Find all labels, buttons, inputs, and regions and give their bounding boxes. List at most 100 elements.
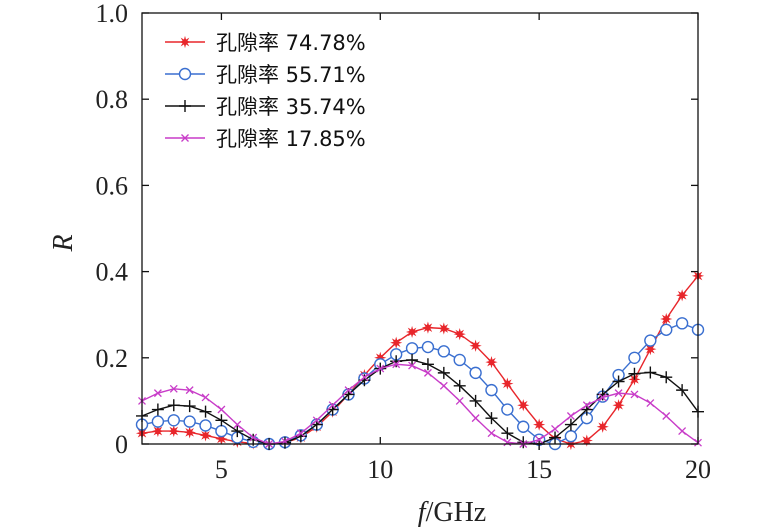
legend-item: 孔隙率 35.74% [165, 95, 366, 119]
data-point-x [662, 412, 671, 420]
data-point-plus [294, 430, 307, 443]
series-line [141, 275, 699, 445]
data-point-x [614, 389, 623, 398]
x-tick-label: 5 [215, 455, 228, 484]
data-point-x [201, 393, 210, 402]
data-point-circle [660, 323, 673, 336]
data-point-plus [151, 403, 164, 416]
data-point-star [580, 434, 593, 447]
data-point-plus [199, 405, 212, 418]
data-point-plus [167, 399, 180, 412]
legend-item: 孔隙率 17.85% [165, 127, 366, 151]
data-point-star [151, 424, 164, 438]
plot-frame [141, 12, 699, 445]
data-point-circle [564, 430, 578, 443]
data-point-star [660, 312, 673, 326]
data-point-star [437, 322, 450, 335]
data-point-plus [485, 412, 498, 425]
data-point-star [405, 325, 419, 339]
data-point-circle [628, 351, 641, 364]
data-point-star [183, 426, 196, 439]
data-point-x [392, 360, 401, 369]
y-tick-label: 0.2 [96, 344, 129, 373]
y-tick-label: 0.8 [96, 85, 129, 114]
data-point-plus [179, 100, 191, 112]
data-point-plus [421, 358, 434, 371]
y-axis-label: R [48, 234, 79, 252]
data-point-circle [453, 353, 466, 367]
legend: 孔隙率 74.78% 孔隙率 55.71% 孔隙率 35.74% 孔隙率 17.85% [165, 31, 366, 151]
data-point-star [517, 399, 530, 412]
data-point-circle [675, 317, 689, 330]
data-point-circle [215, 424, 228, 438]
data-point-circle [485, 383, 498, 397]
data-point-plus [596, 388, 609, 401]
data-point-circle [421, 340, 435, 354]
series-layer [135, 269, 705, 451]
data-point-star [485, 356, 498, 369]
series-line [141, 322, 699, 445]
data-point-circle [517, 420, 530, 433]
legend-label: 孔隙率 55.71% [216, 63, 366, 87]
data-point-plus [564, 418, 577, 431]
data-point-plus [644, 366, 657, 379]
x-axis-label-unit: /GHz [426, 497, 487, 528]
data-point-x [598, 393, 607, 402]
x-axis-label: f/GHz [418, 497, 486, 528]
data-point-star [390, 336, 403, 349]
y-axis-ticks: 0 0.2 0.4 0.6 0.8 1.0 [96, 0, 698, 459]
data-point-x [630, 390, 639, 399]
data-point-star [596, 420, 609, 433]
data-point-plus [676, 384, 689, 397]
data-point-plus [406, 353, 419, 366]
data-point-plus [501, 427, 514, 440]
data-point-plus [549, 431, 562, 444]
data-point-circle [644, 334, 657, 347]
data-point-x [678, 427, 687, 436]
data-point-x [249, 433, 258, 442]
data-point-x [471, 414, 480, 423]
data-point-star [453, 328, 466, 341]
data-point-x [566, 412, 575, 420]
x-axis-ticks: 5 10 15 20 [215, 13, 711, 484]
legend-label: 孔隙率 74.78% [216, 31, 366, 55]
data-point-x [360, 373, 369, 382]
data-point-circle [405, 342, 419, 355]
data-point-x [376, 364, 385, 373]
data-point-circle [469, 366, 482, 380]
data-point-star [501, 377, 514, 390]
legend-item: 孔隙率 74.78% [165, 31, 366, 55]
y-tick-label: 0.4 [96, 258, 129, 287]
data-point-plus [469, 394, 482, 407]
data-point-x [185, 386, 194, 395]
x-tick-label: 15 [526, 455, 552, 484]
series-4 [138, 360, 702, 448]
data-point-star [167, 424, 180, 438]
data-point-x [233, 420, 242, 429]
data-point-x [344, 386, 353, 395]
data-point-star [612, 399, 625, 412]
data-point-x [408, 361, 417, 370]
data-point-x [487, 429, 496, 438]
data-point-star [676, 289, 689, 302]
legend-label: 孔隙率 17.85% [216, 127, 366, 151]
y-tick-label: 0 [115, 430, 128, 459]
data-point-x [455, 396, 464, 405]
data-point-x [181, 134, 189, 142]
data-point-star [421, 321, 435, 334]
data-point-x [296, 429, 305, 438]
y-tick-label: 0.6 [96, 171, 129, 200]
data-point-plus [215, 414, 228, 427]
data-point-x [312, 416, 321, 425]
legend-label: 孔隙率 35.74% [216, 95, 366, 119]
data-point-star [533, 418, 546, 431]
y-tick-label: 1.0 [96, 0, 129, 28]
data-point-plus [231, 425, 244, 438]
data-point-circle [183, 415, 196, 428]
data-point-x [439, 381, 448, 390]
data-point-star [644, 343, 657, 356]
data-point-x [153, 389, 162, 398]
data-point-plus [453, 379, 466, 392]
x-axis-label-symbol: f [418, 497, 429, 528]
